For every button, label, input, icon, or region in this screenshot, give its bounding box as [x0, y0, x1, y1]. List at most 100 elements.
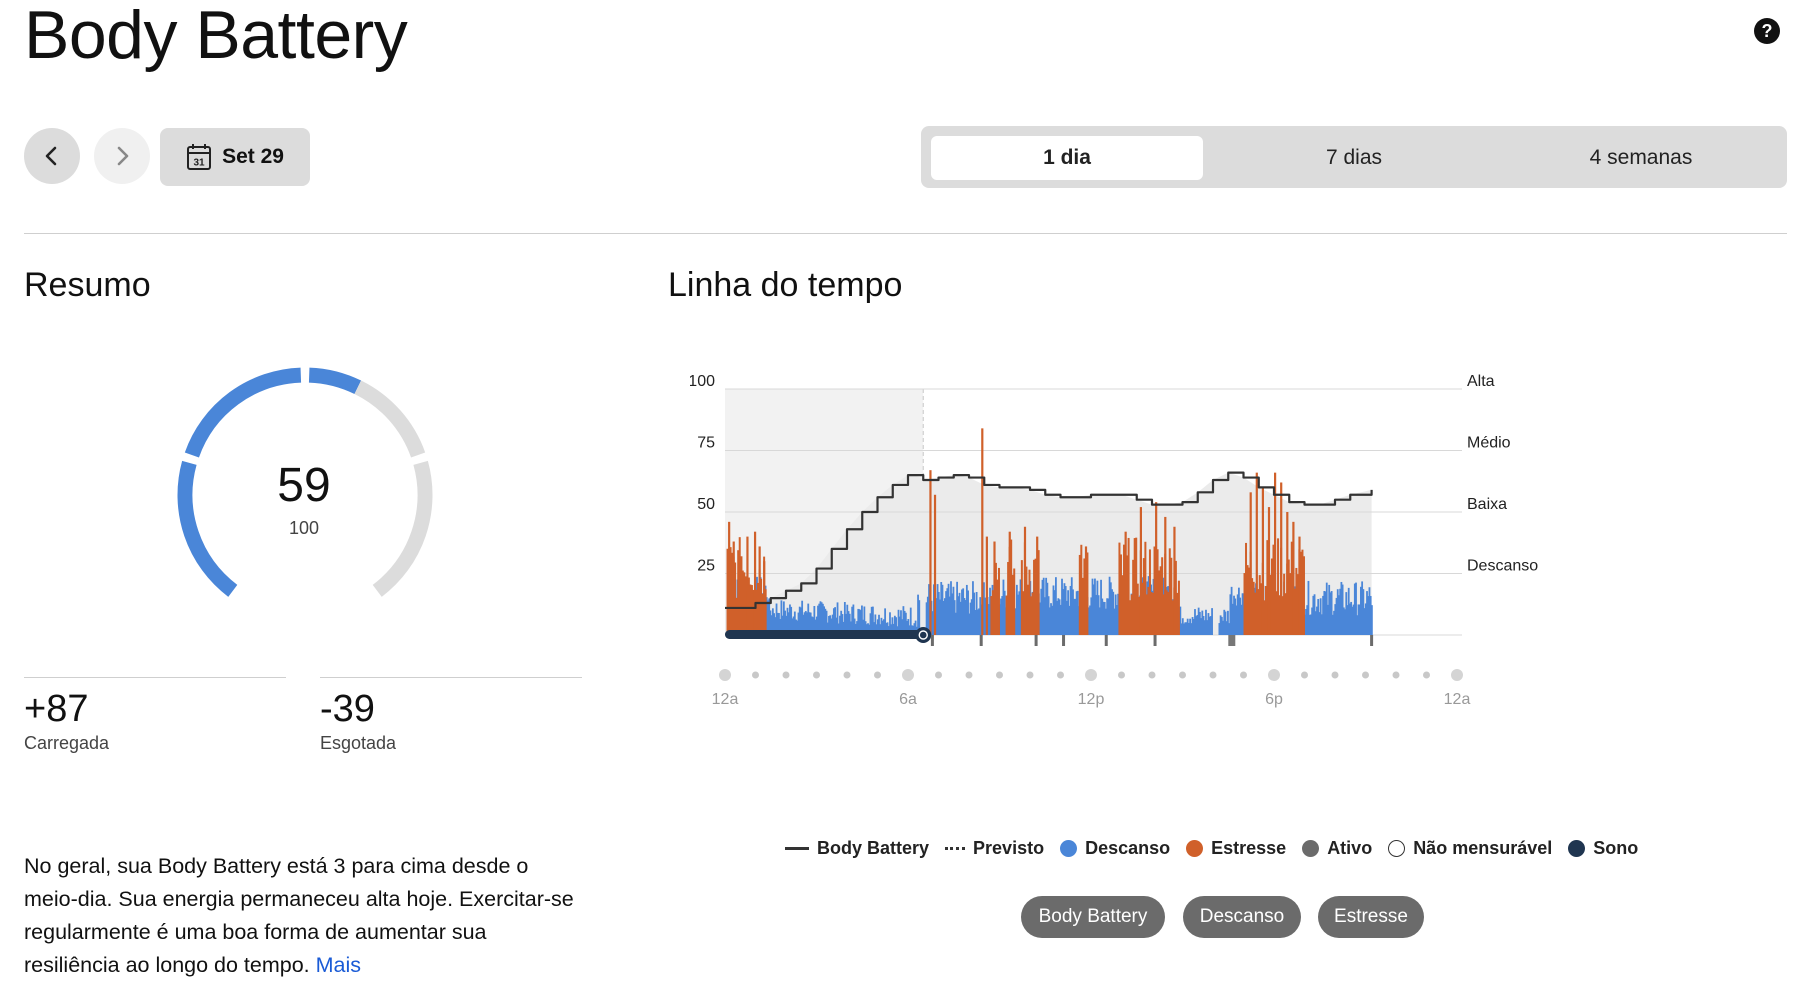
estresse-bar: [757, 582, 760, 635]
descanso-bar: [791, 618, 794, 635]
level-label: Descanso: [1467, 558, 1538, 575]
descanso-bar: [1044, 597, 1046, 635]
estresse-bar: [1254, 592, 1257, 635]
descanso-bar: [1328, 584, 1331, 635]
descanso-bar: [1058, 599, 1061, 635]
estresse-bar: [1251, 578, 1254, 635]
descanso-bar: [836, 602, 839, 635]
tab-7-dias[interactable]: 7 dias: [1325, 146, 1383, 169]
descanso-bar: [1189, 618, 1192, 635]
descanso-bar: [863, 606, 866, 635]
descanso-bar: [848, 613, 851, 635]
descanso-bar: [1335, 597, 1338, 635]
x-axis-dot: [1026, 671, 1034, 679]
tab-1-dia[interactable]: 1 dia: [931, 136, 1203, 180]
ativo-marker: [1153, 635, 1157, 646]
previous-day-button[interactable]: [24, 128, 80, 184]
estresse-bar: [1081, 577, 1084, 635]
descanso-bar: [875, 624, 878, 635]
date-picker-button[interactable]: 31 Set 29: [160, 128, 310, 186]
descanso-bar: [886, 622, 889, 635]
legend-descanso: Descanso: [1060, 838, 1170, 859]
gauge-track-segment: [372, 460, 433, 597]
descanso-bar: [1194, 609, 1196, 635]
descanso-bar: [1015, 584, 1018, 635]
x-axis-dot: [902, 669, 914, 681]
descanso-bar: [1349, 603, 1351, 635]
descanso-bar: [1179, 606, 1182, 635]
estresse-bar: [1299, 551, 1302, 635]
descanso-bar: [1203, 620, 1206, 635]
descanso-bar: [1108, 576, 1111, 635]
descanso-bar: [1233, 595, 1235, 635]
legend-estresse: Estresse: [1186, 838, 1286, 859]
tab-4-semanas[interactable]: 4 semanas: [1589, 146, 1693, 169]
y-tick-label: 75: [697, 435, 715, 452]
descanso-bar: [953, 600, 956, 635]
descanso-bar: [974, 610, 977, 635]
estresse-bar: [1123, 544, 1126, 635]
estresse-bar: [1293, 588, 1296, 635]
estresse-bar: [1246, 565, 1249, 635]
next-day-button[interactable]: [94, 128, 150, 184]
estresse-spike: [985, 536, 988, 635]
x-axis-dot: [1209, 671, 1217, 679]
descanso-bar: [811, 616, 813, 635]
estresse-spike: [1023, 526, 1027, 635]
descanso-bar: [1338, 595, 1340, 635]
descanso-bar: [804, 611, 807, 635]
x-tick-label: 12a: [712, 691, 739, 708]
gauge-fill-segment: [308, 367, 362, 395]
descanso-bar: [813, 606, 816, 635]
estresse-bar: [1248, 567, 1251, 635]
descanso-bar: [901, 619, 904, 635]
descanso-bar: [817, 605, 819, 635]
descanso-bar: [942, 601, 945, 635]
estresse-bar: [1264, 586, 1267, 635]
estresse-bar: [1152, 592, 1154, 635]
descanso-bar: [825, 610, 828, 635]
toggle-body-battery-button[interactable]: Body Battery: [1021, 896, 1165, 938]
descanso-bar: [1072, 589, 1074, 635]
descanso-bar: [1117, 593, 1120, 635]
descanso-bar: [1053, 590, 1056, 635]
descanso-bar: [876, 619, 879, 635]
descanso-bar: [1116, 605, 1118, 635]
descanso-bar: [1040, 588, 1043, 635]
descanso-bar: [1055, 577, 1057, 635]
descanso-bar: [1318, 612, 1321, 635]
descanso-bar: [1097, 595, 1100, 635]
descanso-bar: [941, 584, 944, 635]
estresse-bar: [1010, 539, 1013, 635]
estresse-bar: [1020, 560, 1023, 635]
descanso-bar: [793, 611, 796, 635]
summary-text: No geral, sua Body Battery está 3 para c…: [24, 854, 574, 977]
descanso-bar: [840, 610, 843, 635]
descanso-bar: [962, 588, 965, 635]
legend-unmeasured-dot: [1388, 840, 1406, 857]
descanso-bar: [831, 614, 834, 635]
estresse-bar: [1270, 558, 1273, 635]
estresse-bar: [1171, 600, 1174, 635]
timeline-chart: 25 50 75 100 Alta Médio Baixa Descanso 12a 6a 12p…: [690, 373, 1538, 708]
x-axis-dot: [1179, 671, 1186, 679]
estresse-bar: [991, 590, 994, 635]
descanso-bar: [940, 582, 943, 635]
more-link[interactable]: Mais: [315, 953, 362, 977]
help-icon[interactable]: ?: [1754, 18, 1780, 44]
estresse-bar: [1144, 541, 1147, 635]
descanso-bar: [824, 608, 827, 635]
toggle-descanso-button[interactable]: Descanso: [1183, 896, 1301, 938]
descanso-bar: [1019, 579, 1022, 635]
descanso-bar: [1047, 596, 1050, 635]
page-title: Body Battery: [24, 0, 408, 73]
x-axis-dot: [782, 671, 790, 679]
descanso-bar: [1360, 586, 1362, 635]
descanso-bar: [1316, 606, 1318, 635]
ativo-marker: [1062, 635, 1066, 646]
estresse-bar: [737, 550, 740, 635]
descanso-bar: [891, 617, 894, 635]
descanso-bar: [1324, 591, 1327, 635]
toggle-estresse-button[interactable]: Estresse: [1318, 896, 1424, 938]
descanso-bar: [829, 615, 832, 635]
